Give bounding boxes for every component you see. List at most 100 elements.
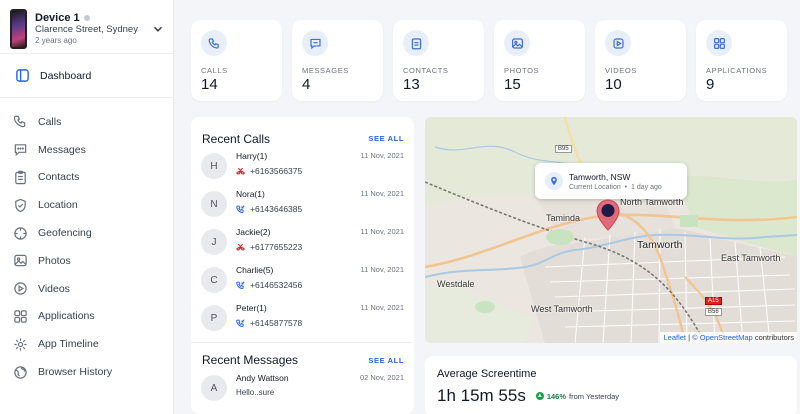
video-icon: [605, 30, 631, 56]
see-all-calls-link[interactable]: SEE ALL: [368, 134, 404, 143]
stat-card-calls[interactable]: CALLS 14: [191, 20, 282, 101]
photo-icon: [12, 253, 28, 269]
stat-label: PHOTOS: [504, 66, 540, 75]
device-last-seen: 2 years ago: [35, 35, 77, 45]
contacts-icon: [12, 169, 28, 185]
call-date: 11 Nov, 2021: [360, 189, 404, 198]
sidebar-item-videos[interactable]: Videos: [0, 275, 173, 303]
incoming-call-icon: [236, 280, 245, 289]
sidebar-item-browser-history[interactable]: Browser History: [0, 358, 173, 386]
stat-card-applications[interactable]: APPLICATIONS 9: [696, 20, 787, 101]
screentime-card: Average Screentime 1h 15m 55s ▲ 146% fro…: [425, 356, 797, 414]
avatar: P: [201, 305, 227, 331]
apps-icon: [706, 30, 732, 56]
stat-value: 13: [403, 76, 420, 93]
sender-name: Andy Wattson: [236, 373, 289, 383]
sidebar: Device 1 Clarence Street, Sydney 2 years…: [0, 0, 174, 414]
attribution-tail: contributors: [754, 333, 794, 342]
sidebar-item-label: Geofencing: [38, 227, 92, 240]
stat-card-photos[interactable]: PHOTOS 15: [494, 20, 585, 101]
stat-value: 14: [201, 76, 218, 93]
apps-icon: [12, 308, 28, 324]
recent-activity-panel: Recent Calls SEE ALL H Harry(1) 11 Nov, 2…: [191, 117, 414, 414]
map-label-westdale: Westdale: [437, 279, 475, 289]
stat-label: CONTACTS: [403, 66, 449, 75]
sidebar-item-label: Contacts: [38, 171, 80, 184]
sidebar-item-geofencing[interactable]: Geofencing: [0, 219, 173, 247]
sidebar-item-applications[interactable]: Applications: [0, 303, 173, 331]
sidebar-item-photos[interactable]: Photos: [0, 247, 173, 275]
status-dot: [83, 15, 90, 22]
device-name: Device 1: [35, 12, 80, 25]
call-row[interactable]: N Nora(1) 11 Nov, 2021 +6143646385: [191, 187, 414, 225]
sidebar-item-label: Applications: [38, 310, 95, 323]
see-all-messages-link[interactable]: SEE ALL: [368, 355, 404, 365]
caller-name: Charlie(5): [236, 265, 274, 275]
chevron-down-icon[interactable]: [151, 22, 165, 36]
caller-number: +6146532456: [250, 280, 303, 290]
caller-number: +6145877578: [250, 318, 303, 328]
map-label-east-tamworth: East Tamworth: [721, 253, 781, 263]
map-label-north-tamworth: North Tamworth: [620, 197, 684, 207]
stat-value: 4: [302, 76, 311, 93]
call-row[interactable]: C Charlie(5) 11 Nov, 2021 +6146532456: [191, 263, 414, 301]
location-pin-icon: [545, 172, 563, 190]
call-date: 11 Nov, 2021: [360, 151, 404, 160]
call-row[interactable]: P Peter(1) 11 Nov, 2021 +6145877578: [191, 301, 414, 339]
sidebar-item-location[interactable]: Location: [0, 191, 173, 219]
device-location: Clarence Street, Sydney: [35, 23, 138, 35]
screentime-percent: 146%: [546, 391, 567, 401]
leaflet-link[interactable]: Leaflet: [663, 333, 687, 342]
caller-name: Peter(1): [236, 303, 267, 313]
call-row[interactable]: J Jackie(2) 11 Nov, 2021 +6177655223: [191, 225, 414, 263]
incoming-call-icon: [236, 318, 245, 327]
device-selector[interactable]: Device 1 Clarence Street, Sydney 2 years…: [0, 0, 173, 54]
sidebar-item-calls[interactable]: Calls: [0, 108, 173, 136]
caller-name: Jackie(2): [236, 227, 271, 237]
message-row[interactable]: A Andy Wattson 02 Nov, 2021 Hello..sure: [191, 369, 414, 401]
popup-time: 1 day ago: [631, 183, 662, 191]
stats-row: CALLS 14 MESSAGES 4 CONTACTS 13 PHOTOS 1…: [191, 20, 787, 101]
divider: [191, 342, 414, 343]
caller-name: Nora(1): [236, 189, 265, 199]
sidebar-item-label: Browser History: [38, 366, 113, 379]
device-thumbnail: [10, 8, 27, 49]
screentime-value: 1h 15m 55s: [437, 386, 526, 405]
sidebar-item-app-timeline[interactable]: App Timeline: [0, 330, 173, 358]
attribution-separator: |: [688, 333, 691, 342]
road-label-b95: B95: [555, 145, 572, 153]
stat-value: 10: [605, 76, 622, 93]
osm-link[interactable]: © OpenStreetMap: [692, 333, 753, 342]
popup-subtitle: Current Location: [569, 183, 621, 191]
sidebar-item-label: Photos: [38, 254, 71, 267]
screentime-title: Average Screentime: [437, 368, 537, 380]
missed-call-icon: [236, 167, 245, 175]
stat-card-videos[interactable]: VIDEOS 10: [595, 20, 686, 101]
sidebar-item-label: App Timeline: [38, 338, 99, 351]
message-preview: Hello..sure: [236, 388, 275, 397]
avatar: H: [201, 153, 227, 179]
sidebar-item-label: Location: [38, 199, 78, 212]
sidebar-item-label: Videos: [38, 282, 70, 295]
call-row[interactable]: H Harry(1) 11 Nov, 2021 +6163566375: [191, 149, 414, 187]
stat-card-contacts[interactable]: CONTACTS 13: [393, 20, 484, 101]
call-date: 11 Nov, 2021: [360, 303, 404, 312]
location-popup[interactable]: Tamworth, NSW Current Location • 1 day a…: [535, 163, 687, 199]
stat-card-messages[interactable]: MESSAGES 4: [292, 20, 383, 101]
sidebar-item-contacts[interactable]: Contacts: [0, 164, 173, 192]
road-label-b56: B56: [705, 308, 722, 316]
photo-icon: [504, 30, 530, 56]
sidebar-item-label: Dashboard: [40, 69, 92, 82]
map-marker-icon[interactable]: [596, 199, 620, 231]
recent-messages-title: Recent Messages: [202, 353, 299, 367]
missed-call-icon: [236, 243, 245, 251]
road-label-a15: A15: [705, 297, 722, 305]
sidebar-item-dashboard[interactable]: Dashboard: [0, 54, 173, 98]
location-map[interactable]: B95 A15 B56 North Tamworth Taminda Tamwo…: [425, 117, 797, 343]
stat-label: APPLICATIONS: [706, 66, 768, 75]
timeline-icon: [12, 336, 28, 352]
sidebar-item-label: Calls: [38, 115, 62, 128]
map-label-taminda: Taminda: [546, 213, 581, 223]
sidebar-item-messages[interactable]: Messages: [0, 136, 173, 164]
sidebar-item-label: Messages: [38, 143, 86, 156]
